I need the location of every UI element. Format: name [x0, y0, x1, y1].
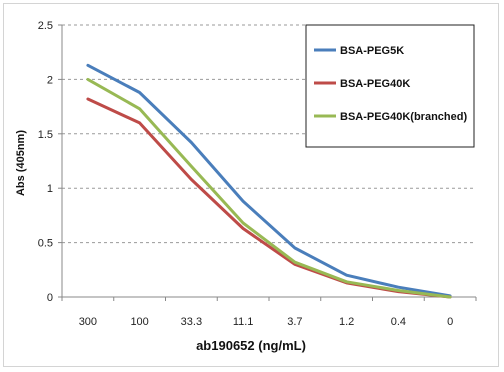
x-tick-label: 0: [447, 316, 453, 328]
y-tick-label: 1: [47, 183, 53, 195]
y-tick-label: 0.5: [38, 238, 53, 250]
y-tick-label: 2: [47, 74, 53, 86]
legend-label-3: BSA-PEG40K(branched): [340, 111, 467, 123]
x-tick-label: 100: [130, 316, 148, 328]
legend-label-2: BSA-PEG40K: [340, 78, 410, 90]
series-lines: [86, 63, 452, 299]
legend-label-1: BSA-PEG5K: [340, 45, 404, 57]
y-tick-label: 2.5: [38, 20, 53, 32]
y-tick-label: 1.5: [38, 129, 53, 141]
x-tick-label: 1.2: [339, 316, 354, 328]
x-tick-label: 300: [79, 316, 97, 328]
y-tick-labels: 0 0.5 1 1.5 2 2.5: [38, 20, 53, 304]
axes: [61, 25, 477, 301]
x-tick-labels: 300 100 33.3 11.1 3.7 1.2 0.4 0: [79, 316, 453, 328]
y-tick-label: 0: [47, 292, 53, 304]
legend: BSA-PEG5K BSA-PEG40K BSA-PEG40K(branched): [305, 24, 475, 148]
x-axis-title: ab190652 (ng/mL): [196, 338, 306, 353]
x-tick-label: 3.7: [287, 316, 302, 328]
x-tick-label: 11.1: [233, 316, 254, 328]
x-tick-label: 0.4: [391, 316, 406, 328]
series-line-1: [86, 63, 452, 298]
y-axis-title: Abs (405nm): [15, 130, 27, 196]
series-line-3: [86, 77, 452, 299]
x-tick-label: 33.3: [181, 316, 202, 328]
legend-box: [305, 24, 475, 148]
